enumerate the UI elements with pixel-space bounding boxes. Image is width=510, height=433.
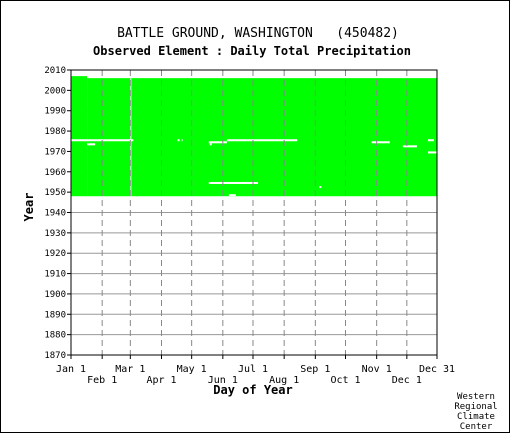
x-tick-label-top-0: Jan 1 (56, 364, 86, 375)
missing-segment-12 (371, 141, 390, 144)
x-tick-label-bottom-2: Jun 1 (208, 375, 238, 386)
y-axis-label: Year (22, 193, 36, 222)
chart-subtitle: Observed Element : Daily Total Precipita… (93, 44, 411, 58)
missing-segment-6 (208, 141, 227, 144)
missing-segment-10 (228, 194, 236, 197)
missing-segment-9 (208, 181, 259, 184)
y-tick-label-1980: 1980 (44, 127, 66, 137)
missing-segment-15 (427, 151, 437, 154)
credit-line-3: Climate (457, 412, 495, 422)
credit-line-4: Center (460, 422, 493, 432)
y-tick-label-1880: 1880 (44, 331, 66, 341)
y-tick-label-1940: 1940 (44, 209, 66, 219)
x-tick-label-bottom-3: Aug 1 (269, 375, 299, 386)
chart-title: BATTLE GROUND, WASHINGTON (450482) (117, 26, 399, 41)
y-tick-label-1930: 1930 (44, 229, 66, 239)
y-tick-label-1990: 1990 (44, 107, 66, 117)
missing-segment-4 (177, 139, 180, 142)
y-tick-label-2000: 2000 (44, 86, 66, 96)
missing-segment-5 (181, 139, 183, 142)
coverage-block-0 (71, 76, 88, 197)
y-tick-label-1970: 1970 (44, 147, 66, 157)
y-tick-label-1870: 1870 (44, 351, 66, 361)
missing-segment-2 (87, 143, 96, 146)
x-tick-label-top-2: May 1 (177, 364, 207, 375)
y-tick-label-1960: 1960 (44, 168, 66, 178)
y-tick-label-2010: 2010 (44, 66, 66, 76)
missing-segment-7 (209, 143, 212, 146)
x-tick-label-top-5: Nov 1 (362, 364, 392, 375)
x-tick-label-bottom-1: Apr 1 (146, 375, 176, 386)
y-tick-label-1890: 1890 (44, 310, 66, 320)
x-tick-label-top-4: Sep 1 (300, 364, 330, 375)
x-tick-label-top-1: Mar 1 (115, 364, 145, 375)
x-axis-label: Day of Year (213, 383, 292, 397)
x-tick-label-top-3: Jul 1 (238, 364, 268, 375)
credit-line-2: Regional (454, 402, 497, 412)
y-tick-label-1920: 1920 (44, 249, 66, 259)
missing-segment-8 (226, 139, 298, 142)
y-tick-label-1950: 1950 (44, 188, 66, 198)
coverage-block-1 (87, 78, 437, 197)
missing-segment-14 (427, 139, 434, 142)
y-tick-label-1910: 1910 (44, 270, 66, 280)
y-tick-label-1900: 1900 (44, 290, 66, 300)
x-tick-label-bottom-4: Oct 1 (330, 375, 360, 386)
missing-segment-11 (319, 186, 322, 189)
missing-segment-3 (130, 78, 132, 197)
plot-area: 2010 2000 1990 1980 1970 1960 1950 1940 1930 1920… (44, 66, 455, 386)
credit-block: Western Regional Climate Center (454, 392, 497, 432)
x-tick-label-bottom-0: Feb 1 (87, 375, 117, 386)
missing-segment-1 (103, 139, 134, 142)
x-tick-label-top-6: Dec 31 (419, 364, 455, 375)
missing-segment-13 (402, 145, 417, 148)
x-tick-label-bottom-5: Dec 1 (392, 375, 422, 386)
credit-line-1: Western (457, 392, 495, 402)
missing-segment-0 (71, 139, 104, 142)
